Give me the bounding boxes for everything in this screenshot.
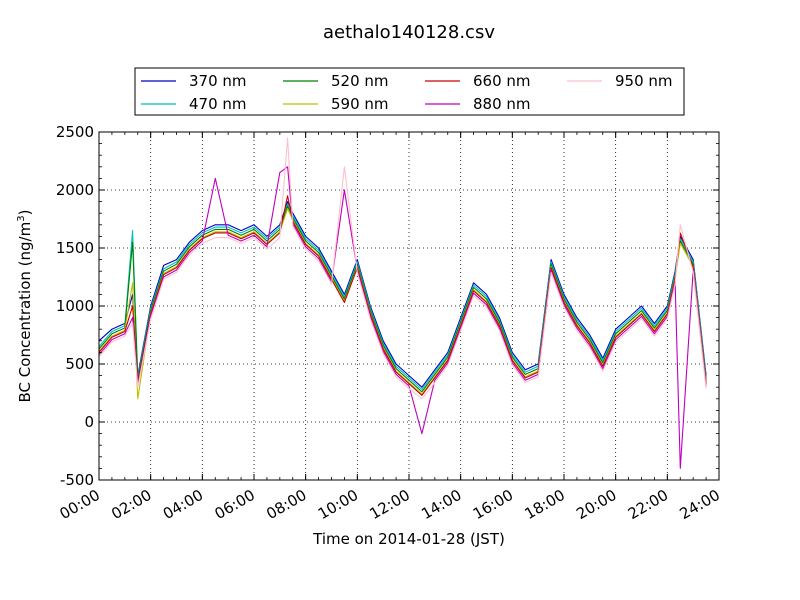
y-axis-label: BC Concentration (ng/m3) <box>16 210 34 403</box>
legend-label: 470 nm <box>189 95 247 113</box>
y-tick-label: 1500 <box>56 239 94 257</box>
x-tick-label: 06:00 <box>212 486 258 523</box>
x-tick-labels: 00:00 02:00 04:00 06:00 08:00 10:00 12:00 14:00… <box>57 486 723 523</box>
x-tick-label: 20:00 <box>573 486 619 523</box>
y-tick-label: 0 <box>84 413 94 431</box>
series-line-660-nm <box>98 195 707 396</box>
legend-label: 950 nm <box>615 72 673 90</box>
x-tick-label: 12:00 <box>367 486 413 523</box>
chart-title: aethalo140128.csv <box>323 22 495 43</box>
y-tick-labels: -500 0 500 1000 1500 2000 2500 <box>56 123 94 489</box>
x-tick-label: 10:00 <box>315 486 361 523</box>
axis-ticks <box>98 131 720 481</box>
legend-label: 660 nm <box>473 72 531 90</box>
x-tick-label: 08:00 <box>263 486 309 523</box>
x-tick-label: 00:00 <box>57 486 103 523</box>
y-tick-label: -500 <box>60 471 94 489</box>
legend-label: 520 nm <box>331 72 389 90</box>
series-line-370-nm <box>98 201 707 388</box>
series-lines <box>98 137 707 469</box>
series-line-880-nm <box>98 166 707 469</box>
x-tick-label: 02:00 <box>108 486 154 523</box>
series-line-520-nm <box>98 205 707 393</box>
legend-label: 880 nm <box>473 95 531 113</box>
y-tick-label: 500 <box>65 355 94 373</box>
x-tick-label: 24:00 <box>677 486 723 523</box>
y-tick-label: 2000 <box>56 181 94 199</box>
x-tick-label: 14:00 <box>418 486 464 523</box>
y-axis-label-sup: 3 <box>16 215 27 221</box>
series-line-950-nm <box>98 137 707 400</box>
y-tick-label: 2500 <box>56 123 94 141</box>
legend-label: 370 nm <box>189 72 247 90</box>
legend-label: 590 nm <box>331 95 389 113</box>
legend-box <box>134 67 685 116</box>
y-axis-label-main: BC Concentration (ng/m <box>16 222 34 403</box>
x-tick-label: 18:00 <box>522 486 568 523</box>
series-line-470-nm <box>98 203 707 391</box>
y-tick-label: 1000 <box>56 297 94 315</box>
legend: 370 nm 470 nm 520 nm 590 nm 660 nm 880 nm 950 … <box>134 67 685 116</box>
x-axis-label: Time on 2014-01-28 (JST) <box>312 530 505 548</box>
x-tick-label: 22:00 <box>625 486 671 523</box>
x-tick-label: 04:00 <box>160 486 206 523</box>
y-axis-label-end: ) <box>16 210 34 216</box>
x-tick-label: 16:00 <box>470 486 516 523</box>
